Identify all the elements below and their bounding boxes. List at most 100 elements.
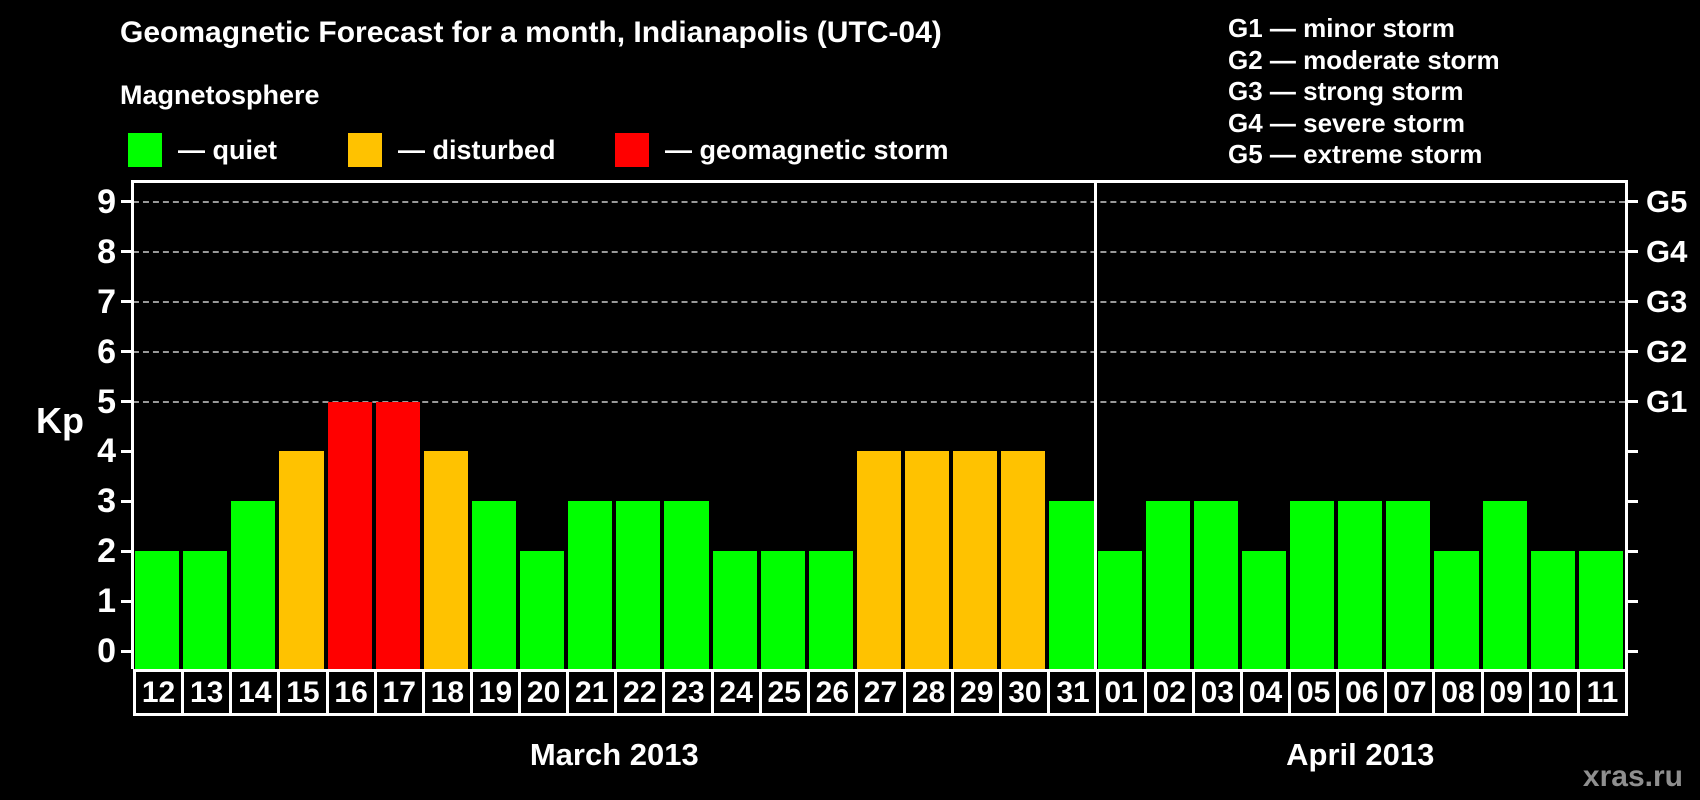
kp-bar xyxy=(1530,551,1575,669)
g-scale-item: G1 — minor storm xyxy=(1228,13,1455,43)
kp-bar xyxy=(568,501,613,669)
kp-bar xyxy=(712,551,757,669)
date-box: 13 xyxy=(181,669,233,716)
kp-bar xyxy=(1386,501,1431,669)
g-axis-label: G1 xyxy=(1646,383,1688,419)
date-box: 30 xyxy=(999,669,1051,716)
date-box: 25 xyxy=(758,669,810,716)
kp-bar xyxy=(664,501,709,669)
chart-title: Geomagnetic Forecast for a month, Indian… xyxy=(120,16,942,49)
date-box: 16 xyxy=(325,669,377,716)
kp-bar xyxy=(1001,451,1046,669)
kp-bar xyxy=(1193,501,1238,669)
kp-bar xyxy=(1338,501,1383,669)
kp-bar xyxy=(616,501,661,669)
kp-bar xyxy=(375,401,420,669)
kp-gridline xyxy=(133,400,1625,403)
kp-gridline xyxy=(133,200,1625,203)
date-box: 02 xyxy=(1143,669,1195,716)
date-box: 08 xyxy=(1432,669,1484,716)
kp-bar xyxy=(905,451,950,669)
kp-axis-label: 5 xyxy=(97,382,116,421)
date-box: 09 xyxy=(1480,669,1532,716)
kp-bar xyxy=(760,551,805,669)
kp-axis-label: 1 xyxy=(97,582,116,621)
kp-bar xyxy=(953,451,998,669)
g-scale-legend: G1 — minor storm G2 — moderate storm G3 — … xyxy=(1228,13,1500,171)
date-box: 07 xyxy=(1384,669,1436,716)
g-axis-tick xyxy=(1628,250,1638,254)
kp-bar xyxy=(1241,551,1287,669)
kp-axis-label: 8 xyxy=(97,232,116,271)
kp-axis-label: 3 xyxy=(97,482,116,521)
date-box: 04 xyxy=(1239,669,1292,716)
g-axis-label: G5 xyxy=(1646,183,1688,219)
kp-axis-tick xyxy=(121,400,131,403)
date-box: 18 xyxy=(421,669,473,716)
g-axis-tick xyxy=(1628,400,1638,403)
g-axis-tick xyxy=(1628,599,1638,603)
watermark: xras.ru xyxy=(1582,760,1683,793)
date-box: 01 xyxy=(1095,669,1147,716)
kp-bar xyxy=(279,451,324,669)
date-box: 20 xyxy=(518,669,570,716)
kp-bar xyxy=(1482,501,1527,669)
kp-axis-label: 2 xyxy=(97,532,116,571)
g-axis-tick xyxy=(1628,549,1638,553)
axis-top-line xyxy=(131,180,1628,183)
g-axis-tick xyxy=(1628,649,1638,653)
month-divider-line xyxy=(1094,182,1098,669)
kp-axis-tick xyxy=(121,549,131,553)
date-box: 06 xyxy=(1336,669,1388,716)
kp-gridline xyxy=(133,250,1625,253)
g-axis-tick xyxy=(1628,350,1638,354)
kp-bar xyxy=(1434,551,1479,669)
date-box: 31 xyxy=(1047,669,1099,716)
g-axis-tick xyxy=(1628,300,1638,304)
kp-bar xyxy=(231,501,276,669)
plot-area xyxy=(133,182,1625,669)
date-axis-row: 12 13 14 15 16 17 18 19 20 21 22 23 24 25 26 27 28 29 30 31… xyxy=(133,669,1628,717)
kp-axis-label: 6 xyxy=(97,332,116,371)
kp-bar xyxy=(1145,501,1190,669)
kp-bar xyxy=(183,551,228,669)
date-box: 11 xyxy=(1576,669,1628,716)
kp-bar xyxy=(327,401,372,669)
date-box: 27 xyxy=(854,669,907,716)
date-box: 22 xyxy=(614,669,666,716)
date-box: 28 xyxy=(903,669,955,716)
kp-bar xyxy=(1290,501,1335,669)
date-box: 19 xyxy=(469,669,522,716)
legend-label: — geomagnetic storm xyxy=(665,135,949,165)
g-scale-item: G2 — moderate storm xyxy=(1228,44,1500,75)
kp-bar xyxy=(471,501,517,669)
date-box: 24 xyxy=(710,669,762,716)
month-label-1: April 2013 xyxy=(1286,737,1435,772)
kp-bar xyxy=(520,551,565,669)
g-scale-item: G3 — strong storm xyxy=(1228,76,1464,107)
kp-gridline xyxy=(133,350,1625,353)
legend-swatch-quiet xyxy=(128,133,162,167)
g-scale-item: G4 — severe storm xyxy=(1228,107,1466,138)
g-axis-tick xyxy=(1628,200,1638,204)
legend-swatch-disturbed xyxy=(348,133,382,167)
date-box: 15 xyxy=(277,669,329,716)
date-box: 03 xyxy=(1191,669,1243,716)
kp-axis-tick xyxy=(121,649,131,653)
kp-bar xyxy=(808,551,853,669)
date-box: 29 xyxy=(951,669,1003,716)
magnetosphere-heading: Magnetosphere xyxy=(120,80,320,110)
kp-axis-label: 0 xyxy=(97,632,116,670)
kp-axis-tick xyxy=(121,350,131,354)
g-scale-item: G5 — extreme storm xyxy=(1228,139,1483,170)
legend-label: — disturbed xyxy=(398,135,556,165)
g-axis-tick xyxy=(1628,499,1638,503)
month-label-0: March 2013 xyxy=(529,737,699,772)
date-box: 21 xyxy=(566,669,618,716)
kp-bar xyxy=(1578,551,1623,669)
axis-left-line xyxy=(131,180,134,669)
date-box: 23 xyxy=(662,669,714,716)
kp-bar xyxy=(1097,551,1142,669)
kp-axis-label: 4 xyxy=(97,432,116,471)
